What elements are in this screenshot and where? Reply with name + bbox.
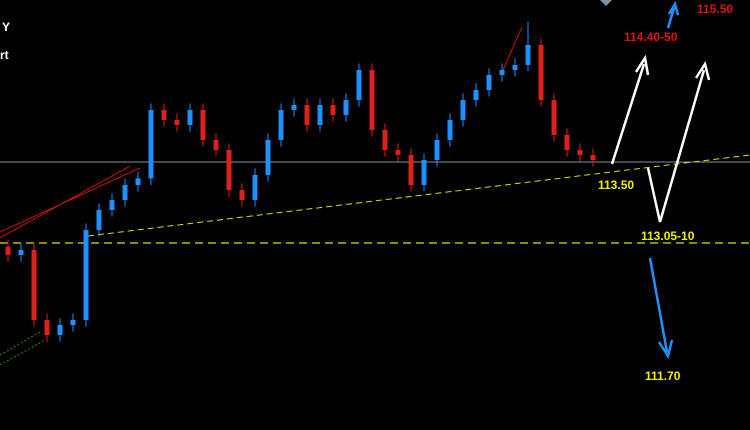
candle-body xyxy=(486,75,492,90)
title: Y xyxy=(2,20,10,34)
candle-body xyxy=(343,100,349,115)
channel-line xyxy=(502,26,523,71)
candle-body xyxy=(213,140,219,150)
candle-body xyxy=(291,105,297,110)
arrow-head xyxy=(667,0,680,16)
candle-body xyxy=(304,105,310,125)
arrow xyxy=(646,69,706,223)
candle-body xyxy=(278,110,284,140)
candle-body xyxy=(200,110,206,140)
candle-body xyxy=(369,70,375,130)
candle-body xyxy=(434,140,440,160)
candle-body xyxy=(239,190,245,200)
candle-body xyxy=(83,230,89,320)
channel-line xyxy=(0,167,141,233)
candle-body xyxy=(174,120,180,125)
trendline xyxy=(87,154,750,237)
arrow-head xyxy=(634,54,650,76)
annotation: 113.50 xyxy=(598,178,634,192)
candle-body xyxy=(499,70,505,75)
candle-body xyxy=(538,45,544,100)
annotation: 114.40-50 xyxy=(624,30,678,44)
candle-body xyxy=(148,110,154,179)
candle-body xyxy=(31,250,37,320)
candle-body xyxy=(577,150,583,155)
candle-body xyxy=(135,178,141,185)
candle-body xyxy=(57,325,63,335)
candle-body xyxy=(44,320,50,335)
candle-body xyxy=(317,105,323,125)
marker xyxy=(600,0,612,6)
candle-body xyxy=(70,320,76,325)
candle-body xyxy=(564,135,570,150)
candle-body xyxy=(525,45,531,65)
annotation: 111.70 xyxy=(645,369,681,383)
candle-body xyxy=(18,250,24,255)
candle-body xyxy=(5,246,11,255)
candle-body xyxy=(460,100,466,120)
candle-body xyxy=(109,200,115,210)
candles xyxy=(5,21,596,342)
arrow xyxy=(666,7,676,29)
title: rt xyxy=(0,48,9,62)
arrows xyxy=(610,0,711,360)
dotted-line xyxy=(0,339,46,366)
arrow-head xyxy=(657,339,674,360)
candle-body xyxy=(161,110,167,120)
candle-body xyxy=(330,105,336,115)
candle-body xyxy=(96,210,102,230)
candle-body xyxy=(590,155,596,160)
candle-body xyxy=(421,160,427,185)
arrow xyxy=(610,63,646,165)
candle-body xyxy=(122,185,128,200)
annotation: 113.05-10 xyxy=(641,229,695,243)
annotation: 115.50 xyxy=(697,2,733,16)
candle-body xyxy=(512,65,518,70)
arrow xyxy=(648,257,669,353)
candle-body xyxy=(187,110,193,125)
candle-body xyxy=(408,155,414,185)
arrow-head xyxy=(694,60,711,81)
candle-body xyxy=(356,70,362,100)
candle-body xyxy=(395,150,401,155)
candle-body xyxy=(252,175,258,200)
candle-body xyxy=(473,90,479,100)
candle-body xyxy=(551,100,557,135)
candle-body xyxy=(382,130,388,150)
candle-body xyxy=(447,120,453,140)
candle-body xyxy=(265,140,271,175)
candle-body xyxy=(226,150,232,190)
